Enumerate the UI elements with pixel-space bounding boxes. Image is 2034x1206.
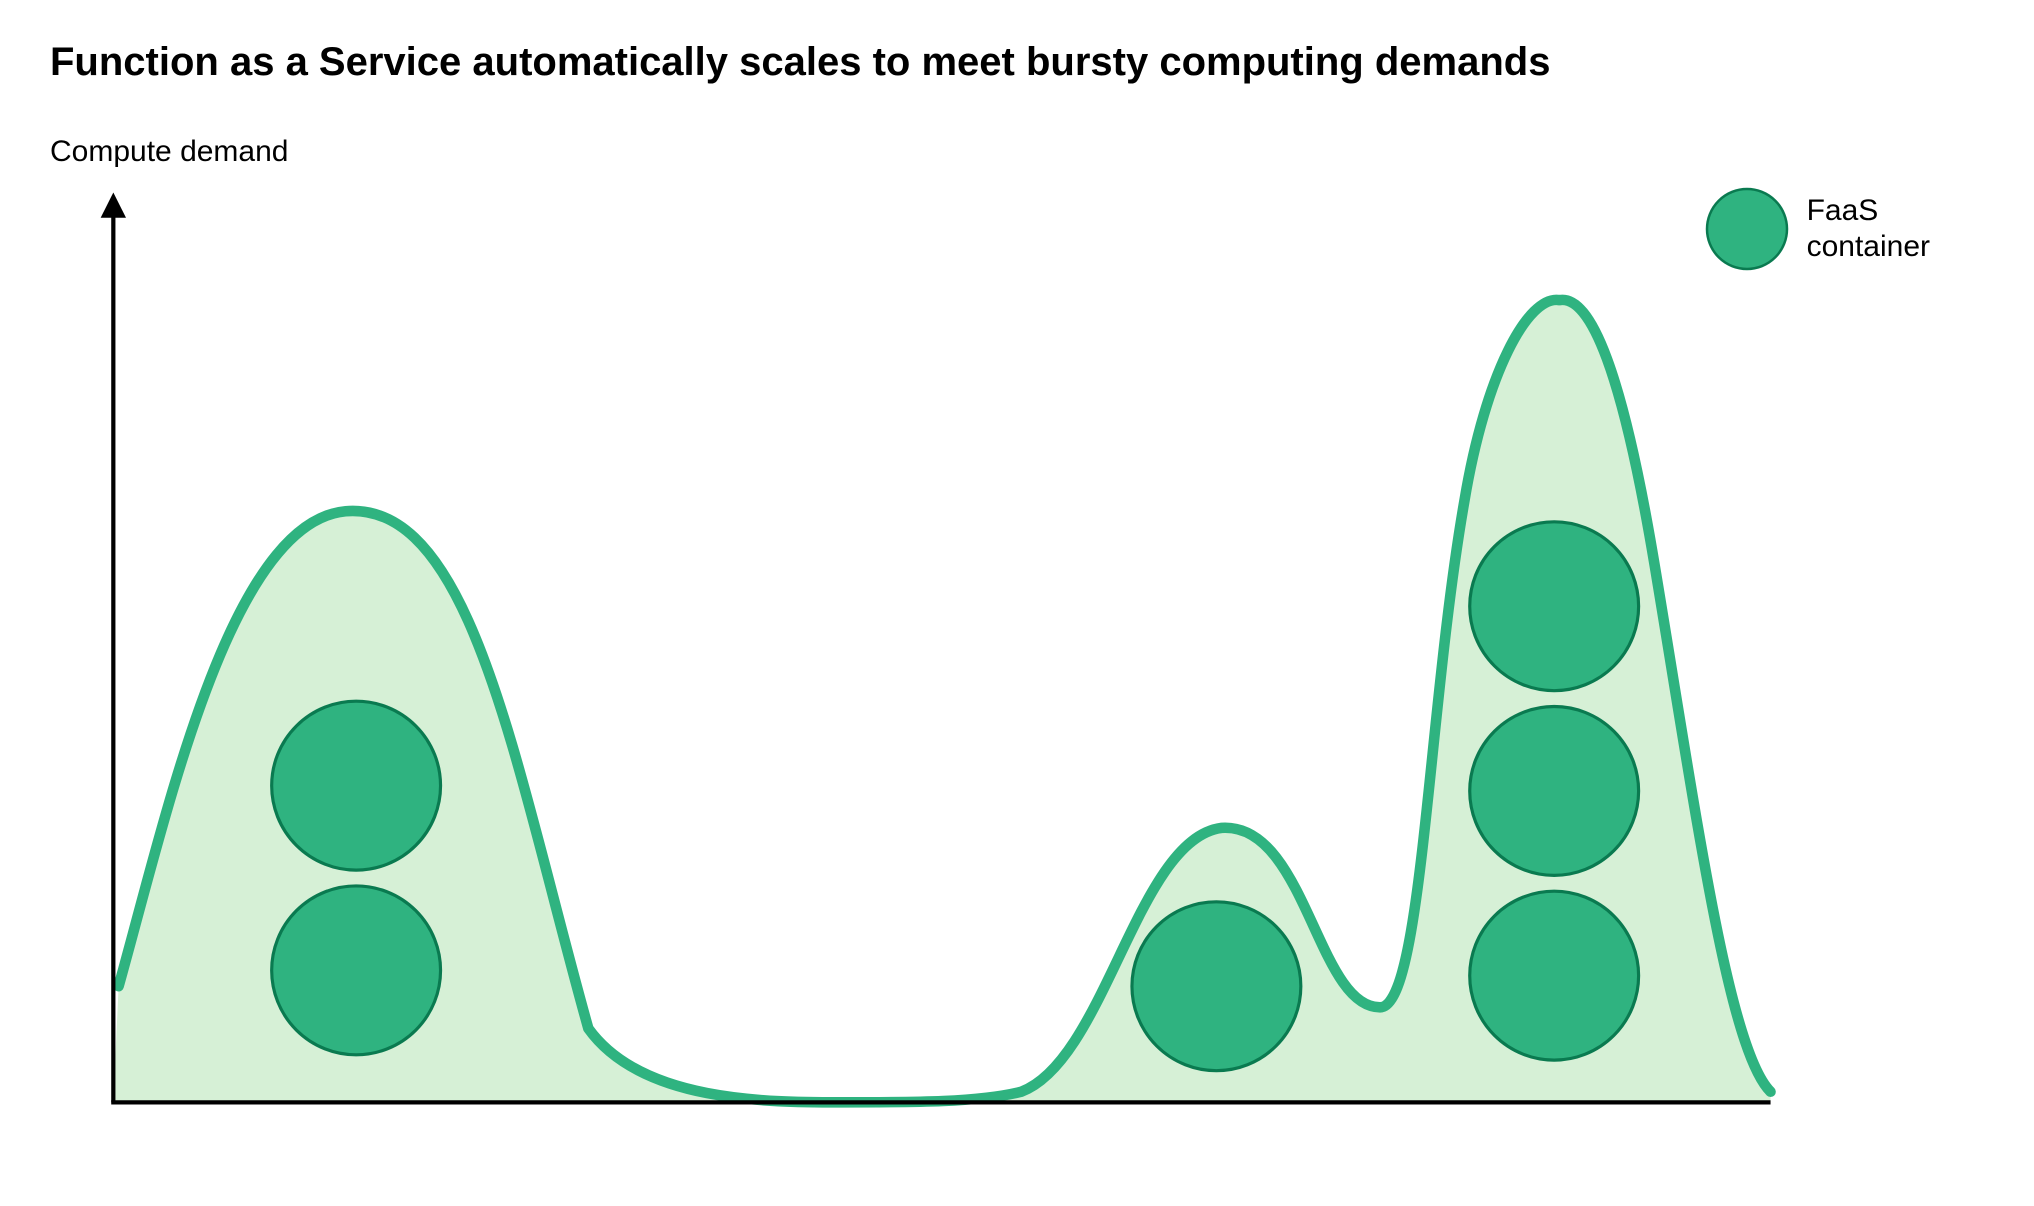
legend-label: FaaScontainer	[1807, 193, 1930, 265]
faas-container-icon	[1132, 902, 1301, 1071]
page-title: Function as a Service automatically scal…	[50, 40, 1984, 85]
chart-area: FaaScontainer	[50, 184, 1950, 1139]
legend-circle-icon	[1702, 184, 1792, 274]
legend: FaaScontainer	[1702, 184, 1930, 274]
demand-curve-chart	[50, 184, 1950, 1134]
faas-container-icon	[272, 886, 441, 1055]
faas-container-icon	[1470, 522, 1639, 691]
chart-container: Compute demand FaaScontainer	[50, 135, 1950, 1139]
y-axis-label: Compute demand	[50, 135, 1950, 169]
faas-container-icon	[1470, 891, 1639, 1060]
faas-container-icon	[1470, 707, 1639, 876]
faas-container-icon	[272, 701, 441, 870]
